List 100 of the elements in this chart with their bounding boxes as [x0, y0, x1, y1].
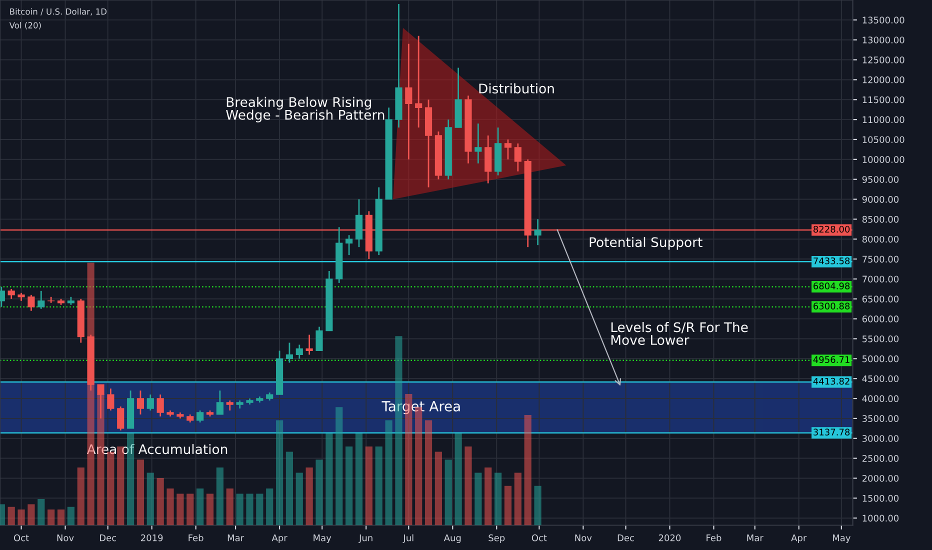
candlestick	[107, 388, 114, 412]
x-tick-label: Dec	[618, 534, 634, 542]
y-tick-label: 13500.00	[862, 16, 904, 24]
candlestick	[484, 134, 492, 184]
x-tick-label: Apr	[272, 534, 288, 544]
candlestick	[316, 326, 323, 352]
bar	[186, 494, 194, 526]
bar	[365, 446, 372, 526]
x-tick-label: Apr	[791, 534, 807, 544]
x-tick-label: Nov	[57, 534, 74, 542]
annotation: Distribution	[479, 83, 554, 94]
bar	[176, 494, 184, 526]
y-tick-label: 10500.00	[862, 136, 904, 144]
bar	[504, 486, 512, 526]
annotation: Area of Accumulation	[86, 444, 228, 454]
bar	[514, 472, 522, 526]
x-tick-label: Mar	[747, 534, 764, 542]
y-tick-label: 1500.00	[862, 494, 899, 502]
y-tick-label: 3000.00	[862, 435, 899, 442]
bar	[444, 460, 452, 526]
y-tick-label: 9000.00	[862, 196, 899, 203]
candlestick	[405, 43, 412, 160]
candlestick	[286, 342, 294, 364]
bar	[67, 506, 74, 526]
y-tick-label: 2000.00	[862, 474, 899, 482]
annotation: Potential Support	[590, 236, 702, 250]
y-tick-label: 8000.00	[862, 236, 899, 243]
bar	[256, 494, 264, 526]
candlestick	[306, 334, 313, 356]
candlestick	[474, 122, 482, 164]
bar	[206, 494, 214, 526]
annotation: Levels of S/R For The Move Lower	[611, 322, 748, 345]
x-tick-label: Feb	[706, 534, 722, 542]
candlestick	[8, 288, 15, 300]
x-tick-label: Sep	[488, 534, 505, 544]
ref-line-label: 6804.98	[814, 282, 850, 290]
candlestick	[226, 400, 234, 412]
bar	[226, 488, 234, 526]
bar	[375, 446, 382, 526]
y-tick-label: 4000.00	[862, 395, 899, 402]
y-tick-label: 1000.00	[862, 514, 899, 522]
candlestick	[415, 35, 422, 128]
bar	[28, 504, 35, 526]
y-tick-label: 7500.00	[862, 256, 899, 263]
x-tick-label: Jun	[358, 534, 372, 543]
bar	[246, 494, 254, 526]
candlestick	[534, 218, 542, 246]
y-tick-label: 5500.00	[862, 335, 899, 342]
bar	[196, 488, 204, 526]
y-tick-label: 2500.00	[862, 455, 899, 462]
x-tick-label: May	[832, 534, 850, 544]
y-tick-label: 7000.00	[862, 276, 899, 283]
bar	[266, 488, 274, 526]
x-tick-label: Oct	[14, 534, 29, 542]
y-tick-label: 9500.00	[862, 176, 899, 183]
candlestick	[38, 290, 45, 310]
bar	[346, 446, 353, 526]
x-tick-label: Feb	[188, 534, 204, 542]
bar	[77, 467, 84, 526]
y-tick-label: 5000.00	[862, 355, 899, 362]
bar	[454, 433, 462, 526]
x-tick-label: May	[314, 534, 332, 544]
band-label: Target Area	[382, 401, 460, 414]
ref-line-label: 3137.78	[814, 428, 850, 436]
y-tick-label: 13000.00	[862, 36, 904, 44]
y-tick-label: 11500.00	[862, 96, 904, 104]
bar	[474, 472, 482, 526]
bar	[434, 452, 442, 526]
x-tick-label: Oct	[532, 534, 547, 542]
x-tick-label: Dec	[100, 534, 116, 542]
candlestick	[355, 198, 363, 248]
ref-line-label: 7433.58	[814, 257, 850, 264]
bar	[156, 478, 164, 526]
bar	[464, 446, 472, 526]
x-tick-label: 2020	[658, 534, 681, 542]
y-tick-label: 11000.00	[862, 116, 904, 124]
bar	[306, 467, 313, 526]
y-tick-label: 4500.00	[862, 375, 899, 382]
x-tick-label: 2019	[141, 534, 163, 542]
candlestick	[28, 294, 35, 312]
candlestick	[346, 234, 353, 256]
candlestick	[216, 390, 224, 416]
candlestick	[196, 410, 204, 424]
bar	[8, 506, 15, 526]
bar	[18, 509, 25, 526]
text: Bitcoin / U.S. Dollar, 1D	[10, 8, 107, 16]
x-tick-label: Jul	[402, 534, 414, 543]
candlestick	[136, 390, 144, 416]
candlestick	[117, 406, 124, 432]
ref-line-label: 8228.00	[814, 226, 850, 233]
bar	[534, 486, 542, 526]
candlestick	[504, 138, 512, 160]
y-tick-label: 6000.00	[862, 316, 899, 322]
bar	[136, 460, 144, 526]
candlestick	[146, 394, 154, 412]
bar	[296, 472, 303, 526]
bar	[276, 420, 284, 526]
candlestick	[97, 384, 104, 420]
annotation: Breaking Below Rising Wedge - Bearish Pattern	[226, 96, 384, 122]
bar	[216, 467, 224, 526]
